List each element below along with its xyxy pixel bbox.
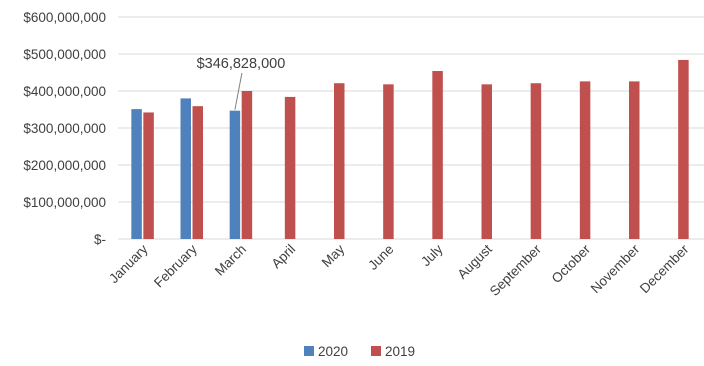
y-tick-label: $600,000,000 xyxy=(23,10,106,25)
x-category-label: October xyxy=(549,241,594,286)
legend-swatch-2020 xyxy=(304,346,314,356)
x-category-label: July xyxy=(418,241,446,269)
bar-2019-april xyxy=(284,96,296,239)
legend: 2020 2019 xyxy=(304,344,415,359)
x-category-label: June xyxy=(365,242,396,273)
x-category-label: September xyxy=(487,241,545,299)
y-tick-label: $200,000,000 xyxy=(23,158,106,173)
legend-swatch-2019 xyxy=(371,346,381,356)
bar-2019-january xyxy=(143,112,154,239)
x-category-label: December xyxy=(637,241,692,296)
y-axis-ticks: $- $100,000,000 $200,000,000 $300,000,000 $4… xyxy=(23,10,106,247)
annotation: $346,828,000 xyxy=(197,56,286,110)
y-tick-label: $400,000,000 xyxy=(23,84,106,99)
bar-2019-september xyxy=(530,83,542,239)
bar-2020-march xyxy=(229,110,241,239)
x-category-label: August xyxy=(455,241,496,282)
x-category-label: May xyxy=(319,241,348,270)
x-axis-categories: January February March April May June July Augu… xyxy=(106,241,692,299)
bar-2020-january xyxy=(131,109,142,239)
bar-2019-july xyxy=(432,71,443,240)
x-category-label: January xyxy=(106,241,151,286)
legend-label-2020: 2020 xyxy=(318,344,348,359)
bar-2019-october xyxy=(579,81,591,239)
bar-2019-august xyxy=(481,84,492,239)
legend-label-2019: 2019 xyxy=(385,344,415,359)
bar-2019-march xyxy=(241,91,253,239)
x-category-label: April xyxy=(268,242,298,272)
bar-2019-june xyxy=(383,84,394,239)
gridlines xyxy=(118,16,704,240)
x-category-label: February xyxy=(151,241,200,290)
y-tick-label: $100,000,000 xyxy=(23,195,106,210)
bar-2019-february xyxy=(192,106,203,239)
bars xyxy=(131,59,689,240)
y-tick-label: $500,000,000 xyxy=(23,47,106,62)
annotation-label: $346,828,000 xyxy=(197,56,286,72)
x-category-label: March xyxy=(212,242,249,279)
y-tick-label: $300,000,000 xyxy=(23,121,106,136)
bar-2020-february xyxy=(180,98,191,240)
bar-2019-november xyxy=(629,81,640,239)
bar-2019-december xyxy=(678,59,689,239)
annotation-leader-line xyxy=(234,72,243,110)
bar-2019-may xyxy=(334,83,345,239)
x-category-label: November xyxy=(588,241,643,296)
y-tick-label: $- xyxy=(94,232,106,247)
